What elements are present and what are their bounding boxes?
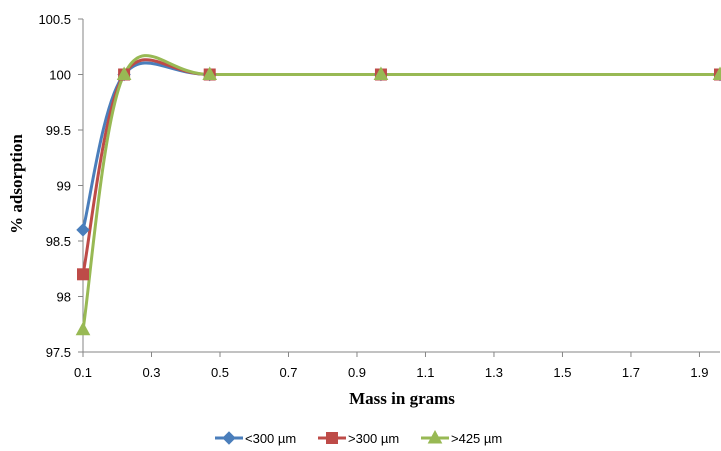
legend-item-1: <300 µm (215, 431, 296, 446)
legend-item-3: >425 µm (421, 429, 502, 446)
y-tick-label: 99 (57, 179, 71, 194)
y-axis-title: % adsorption (7, 134, 26, 234)
legend-swatch-marker (427, 429, 443, 444)
x-tick-label: 1.1 (416, 365, 434, 380)
y-tick-label: 99.5 (46, 123, 71, 138)
x-tick-label: 0.1 (74, 365, 92, 380)
x-tick-label: 0.5 (211, 365, 229, 380)
series-line-3 (81, 54, 720, 331)
y-tick-label: 98.5 (46, 234, 71, 249)
legend: <300 µm >300 µm >425 µm (215, 429, 502, 446)
legend-label: <300 µm (245, 431, 296, 446)
x-tick-labels: 0.1 0.3 0.5 0.7 0.9 1.1 1.3 1.5 1.7 1.9 (74, 365, 709, 380)
series-markers (75, 66, 721, 336)
series-line-2 (81, 58, 720, 275)
x-tick-label: 1.5 (553, 365, 571, 380)
legend-label: >300 µm (348, 431, 399, 446)
legend-swatch-marker (222, 431, 236, 445)
data-point-series-3 (202, 66, 218, 80)
y-tick-label: 98 (57, 290, 71, 305)
data-point-series-3 (712, 66, 721, 80)
series-lines (81, 54, 720, 331)
x-tick-label: 0.9 (348, 365, 366, 380)
legend-item-2: >300 µm (318, 431, 399, 446)
x-tick-label: 1.7 (622, 365, 640, 380)
x-tick-label: 0.7 (279, 365, 297, 380)
data-point-series-3 (116, 66, 132, 80)
series-line-1 (81, 61, 720, 231)
y-tick-labels: 97.5 98 98.5 99 99.5 100 100.5 (38, 12, 71, 360)
legend-label: >425 µm (451, 431, 502, 446)
axes (78, 18, 720, 357)
y-tick-label: 97.5 (46, 345, 71, 360)
data-point-series-3 (75, 321, 91, 336)
legend-swatch-marker (326, 432, 338, 444)
x-tick-label: 1.3 (485, 365, 503, 380)
x-axis-title: Mass in grams (349, 389, 455, 408)
x-tick-label: 1.9 (690, 365, 708, 380)
data-point-series-2 (77, 268, 89, 281)
y-tick-label: 100.5 (38, 12, 71, 27)
data-point-series-3 (373, 66, 389, 80)
y-tick-label: 100 (49, 68, 71, 83)
data-point-series-1 (76, 223, 90, 237)
x-tick-label: 0.3 (142, 365, 160, 380)
